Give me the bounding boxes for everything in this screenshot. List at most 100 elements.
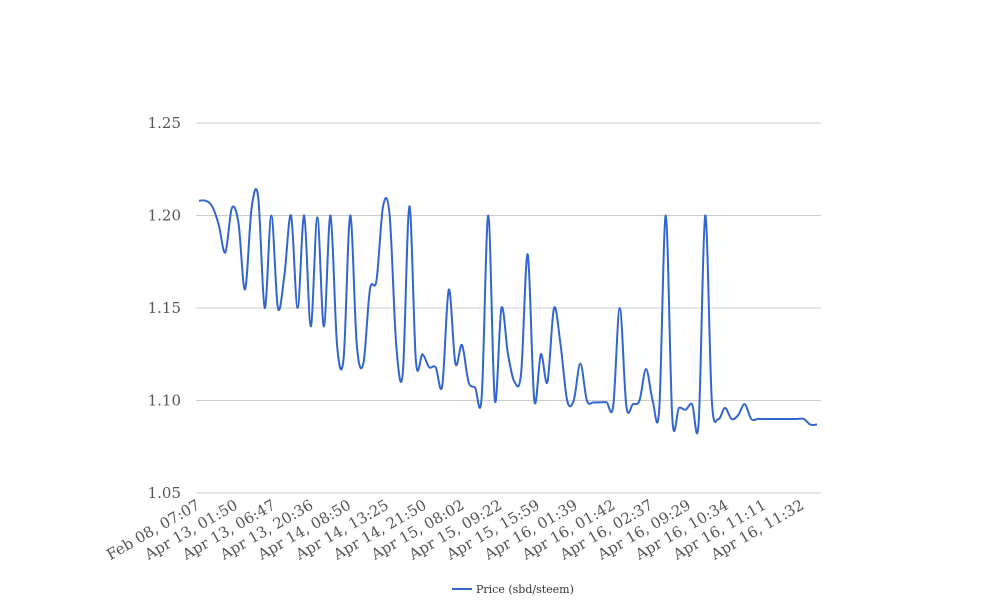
data-point bbox=[231, 207, 233, 209]
data-point bbox=[638, 400, 640, 402]
data-point bbox=[566, 400, 568, 402]
y-tick-label: 1.15 bbox=[148, 299, 181, 317]
data-point bbox=[283, 274, 285, 276]
data-point bbox=[257, 196, 259, 198]
data-point bbox=[316, 216, 318, 218]
data-point bbox=[665, 215, 667, 217]
data-point bbox=[205, 200, 207, 202]
data-point bbox=[691, 403, 693, 405]
data-point bbox=[816, 424, 818, 426]
data-point bbox=[290, 215, 292, 217]
data-point bbox=[573, 400, 575, 402]
data-point bbox=[625, 405, 627, 407]
data-point bbox=[395, 344, 397, 346]
data-point bbox=[329, 215, 331, 217]
data-point bbox=[770, 418, 772, 420]
data-point bbox=[376, 279, 378, 281]
data-point bbox=[678, 407, 680, 409]
data-point bbox=[533, 400, 535, 402]
data-point bbox=[369, 289, 371, 291]
data-point bbox=[711, 400, 713, 402]
legend-label: Price (sbd/steem) bbox=[476, 583, 574, 596]
data-point bbox=[441, 385, 443, 387]
data-point bbox=[685, 409, 687, 411]
data-point bbox=[310, 326, 312, 328]
data-point bbox=[211, 205, 213, 207]
y-tick-label: 1.20 bbox=[148, 207, 181, 225]
data-point bbox=[362, 363, 364, 365]
data-point bbox=[389, 215, 391, 217]
data-point bbox=[356, 344, 358, 346]
data-point bbox=[514, 381, 516, 383]
data-point bbox=[652, 400, 654, 402]
data-point bbox=[224, 252, 226, 254]
data-point bbox=[796, 418, 798, 420]
legend[interactable]: Price (sbd/steem) bbox=[452, 583, 574, 596]
data-point bbox=[527, 253, 529, 255]
data-point bbox=[790, 418, 792, 420]
data-point bbox=[724, 407, 726, 409]
data-point bbox=[218, 224, 220, 226]
y-axis-tick-labels: 1.05 1.10 1.15 1.20 1.25 bbox=[148, 114, 181, 502]
data-point bbox=[270, 215, 272, 217]
data-point bbox=[763, 418, 765, 420]
data-point bbox=[507, 353, 509, 355]
data-point bbox=[198, 200, 200, 202]
series-lines bbox=[198, 188, 818, 435]
data-point bbox=[809, 424, 811, 426]
data-point bbox=[303, 215, 305, 217]
data-point bbox=[737, 414, 739, 416]
data-point bbox=[803, 418, 805, 420]
data-point bbox=[382, 205, 384, 207]
data-point bbox=[579, 363, 581, 365]
data-point bbox=[454, 363, 456, 365]
gridlines bbox=[196, 122, 821, 494]
data-point bbox=[717, 418, 719, 420]
data-point bbox=[586, 400, 588, 402]
data-point bbox=[612, 405, 614, 407]
data-point bbox=[599, 401, 601, 403]
data-point bbox=[704, 215, 706, 217]
data-point bbox=[481, 396, 483, 398]
data-point bbox=[422, 353, 424, 355]
data-point bbox=[349, 215, 351, 217]
data-point bbox=[461, 344, 463, 346]
data-point bbox=[494, 400, 496, 402]
data-point bbox=[546, 381, 548, 383]
data-point bbox=[553, 307, 555, 309]
data-point bbox=[632, 403, 634, 405]
data-point bbox=[592, 401, 594, 403]
data-point bbox=[698, 422, 700, 424]
data-point bbox=[606, 401, 608, 403]
data-point bbox=[474, 387, 476, 389]
data-point bbox=[237, 222, 239, 224]
data-point bbox=[323, 326, 325, 328]
data-point bbox=[264, 307, 266, 309]
data-point bbox=[757, 418, 759, 420]
data-point bbox=[415, 361, 417, 363]
data-point bbox=[251, 207, 253, 209]
data-point bbox=[671, 418, 673, 420]
data-point bbox=[428, 366, 430, 368]
y-tick-label: 1.05 bbox=[148, 484, 181, 502]
data-point bbox=[520, 372, 522, 374]
data-point bbox=[750, 418, 752, 420]
data-point bbox=[448, 289, 450, 291]
data-point bbox=[744, 403, 746, 405]
data-point bbox=[336, 344, 338, 346]
data-point bbox=[540, 353, 542, 355]
data-point bbox=[435, 366, 437, 368]
data-point bbox=[645, 368, 647, 370]
data-point bbox=[731, 418, 733, 420]
data-point bbox=[658, 409, 660, 411]
y-tick-label: 1.25 bbox=[148, 114, 181, 132]
data-point bbox=[487, 215, 489, 217]
data-point bbox=[297, 307, 299, 309]
data-point bbox=[244, 289, 246, 291]
data-point bbox=[408, 205, 410, 207]
data-point bbox=[343, 357, 345, 359]
data-point bbox=[619, 307, 621, 309]
data-point bbox=[783, 418, 785, 420]
